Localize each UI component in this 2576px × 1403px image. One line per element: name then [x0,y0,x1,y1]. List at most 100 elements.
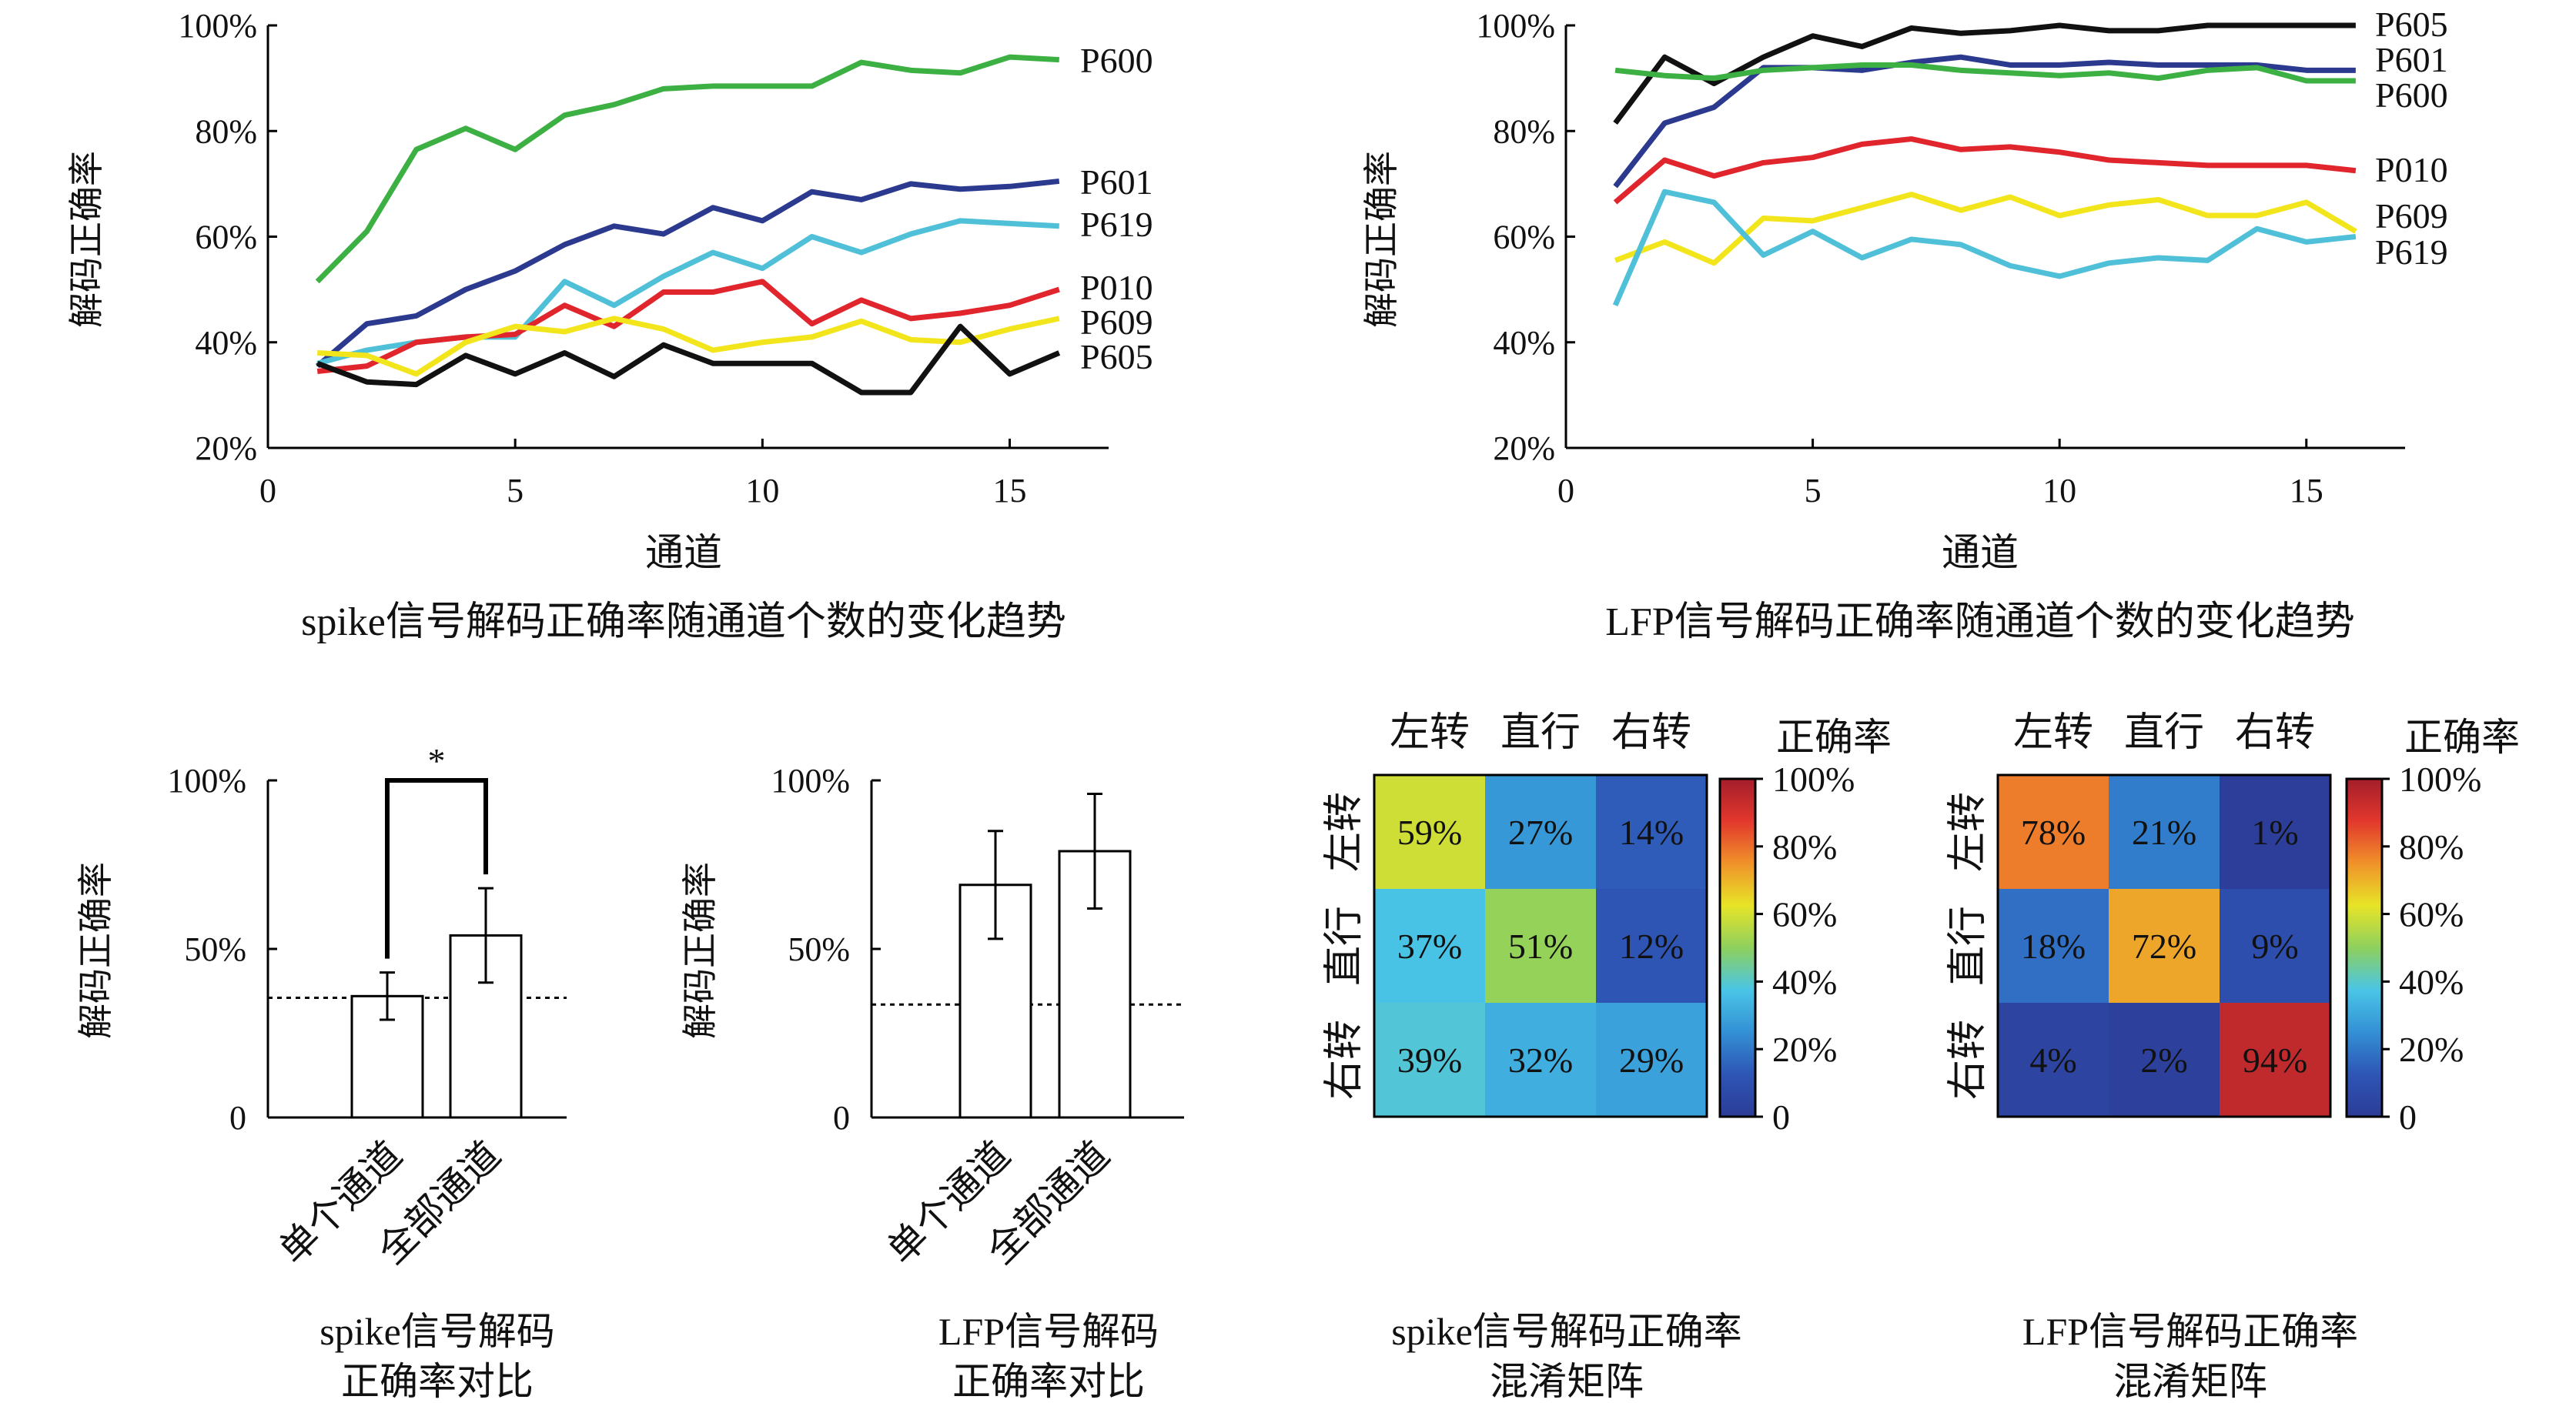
significance-marker: * [428,741,446,780]
column-label-col-right-turn: 右转 [2235,711,2315,755]
column-label-col-straight: 直行 [1500,711,1581,755]
y-tick-label: 50% [184,930,246,968]
colorbar-tick-label: 60% [1772,895,1837,934]
heatmap-cell [1374,889,1485,1003]
series-line-p601 [1613,54,2356,189]
series-line-p609 [1614,192,2357,266]
heatmap-cell [1485,889,1596,1003]
y-axis-label: 解码正确率 [67,151,106,328]
cell-value-label: 2% [2140,1041,2187,1080]
series-line-p600 [1614,62,2356,84]
chart-title-line-2: 正确率对比 [341,1360,534,1403]
cell-value-label: 18% [2021,927,2086,966]
legend-label-p605: P605 [1080,337,1153,376]
y-tick-label: 0 [833,1099,850,1137]
heatmap-cell [2109,1003,2220,1117]
bar-single-channel [350,994,424,1119]
significance-bracket [385,778,488,959]
cell-value-label: 1% [2251,813,2298,852]
series-line-p010 [316,279,1060,374]
colorbar-title: 正确率 [1776,716,1892,759]
heatmap-cell [2109,775,2220,889]
row-label-row-left-turn: 左转 [1323,792,1367,872]
heatmap-cell [2220,775,2330,889]
y-axis-label: 解码正确率 [1362,151,1401,328]
y-tick-label: 50% [788,930,850,968]
cell-value-label: 59% [1397,813,1462,852]
legend-label-p609: P609 [1080,302,1153,342]
chart-title-line-1: LFP信号解码 [938,1310,1159,1353]
heatmap-cell [1374,1003,1485,1117]
y-tick-label: 100% [771,762,850,800]
heatmap-border [1996,773,2332,1118]
y-tick-label: 80% [195,112,257,150]
cell-value-label: 78% [2021,813,2086,852]
colorbar-tick-label: 40% [2399,962,2464,1001]
colorbar-tick-label: 80% [2399,827,2464,867]
lfp-confusion-matrix: 正确率 LFP信号解码正确率 混淆矩阵 78% 21% 1% 18% 72% 9% 4% 2%… [1946,711,2520,1403]
colorbar-tick-label: 0 [2399,1097,2417,1137]
series-line-p605 [316,323,1061,396]
chart-title-line-1: LFP信号解码正确率 [2022,1310,2358,1353]
colorbar-tick-label: 80% [1772,827,1837,867]
legend-label-p600: P600 [2375,75,2448,115]
heatmap-cell [1998,1003,2109,1117]
heatmap-cell [1596,775,1707,889]
cell-value-label: 39% [1397,1041,1462,1080]
y-axis-label: 解码正确率 [681,862,720,1039]
cell-value-label: 37% [1397,927,1462,966]
legend-label-p600: P600 [1080,41,1153,80]
colorbar-tick-label: 100% [2399,760,2481,799]
x-tick-label: 10 [2042,472,2076,509]
row-label-row-right-turn: 右转 [1323,1020,1367,1100]
colorbar [2345,777,2384,1118]
column-label-col-straight: 直行 [2124,711,2204,755]
colorbar-tick-label: 40% [1772,962,1837,1001]
y-axis-label: 解码正确率 [76,862,115,1039]
y-tick-label: 100% [1476,7,1555,45]
legend-label-p601: P601 [2375,40,2448,79]
heatmap-cell [1596,889,1707,1003]
y-tick-label: 80% [1493,112,1555,150]
y-tick-label: 60% [1493,219,1555,256]
column-label-col-left-turn: 左转 [2013,711,2093,755]
colorbar-tick-label: 0 [1772,1097,1790,1137]
y-tick-label: 0 [229,1099,246,1137]
cell-value-label: 72% [2132,927,2196,966]
x-tick-label: 5 [1805,472,1822,509]
cell-value-label: 4% [2029,1041,2076,1080]
series-line-p600 [315,54,1059,284]
heatmap-cell [2220,1003,2330,1117]
colorbar-tick-label: 20% [2399,1030,2464,1069]
legend-label-p605: P605 [2375,5,2448,44]
lfp-line-chart: 解码正确率 通道 LFP信号解码正确率随通道个数的变化趋势 20% 40% 60% 8… [1362,5,2448,644]
heatmap-cell [2109,889,2220,1003]
chart-title-line-2: 正确率对比 [952,1360,1145,1403]
heatmap-cell [1485,775,1596,889]
row-label-row-straight: 直行 [1323,906,1367,986]
heatmap-cell [1374,775,1485,889]
chart-title: spike信号解码正确率随通道个数的变化趋势 [301,600,1066,644]
x-tick-label: 15 [2290,472,2323,509]
colorbar-tick-label: 20% [1772,1030,1837,1069]
cell-value-label: 27% [1508,813,1573,852]
x-tick-label: 0 [1557,472,1574,509]
legend-label-p010: P010 [2375,150,2448,189]
cell-value-label: 21% [2132,813,2196,852]
x-axis-label: 通道 [645,531,722,574]
series-line-p619 [1612,189,2357,307]
column-label-col-left-turn: 左转 [1390,711,1470,755]
series-line-p609 [317,316,1060,377]
row-label-row-straight: 直行 [1946,906,1990,986]
y-tick-label: 60% [195,219,257,256]
x-tick-label: 10 [745,472,779,509]
spike-line-chart: 解码正确率 通道 spike信号解码正确率随通道个数的变化趋势 20% 40% 60… [67,7,1153,644]
y-tick-label: 100% [178,7,257,45]
x-tick-label: 15 [993,472,1027,509]
cell-value-label: 29% [1619,1041,1684,1080]
chart-title-line-1: spike信号解码正确率 [1391,1310,1742,1353]
cell-value-label: 9% [2251,927,2298,966]
